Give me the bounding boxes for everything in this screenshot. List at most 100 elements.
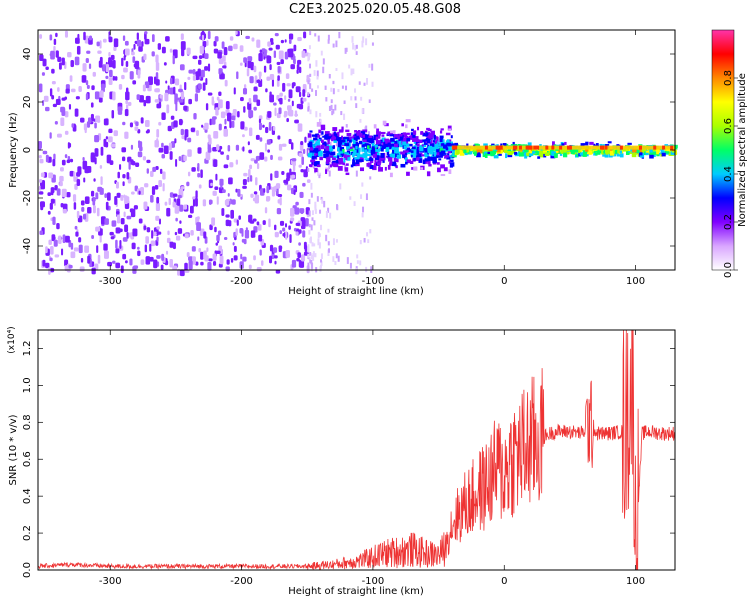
spectrogram-cell bbox=[135, 121, 139, 127]
spectrogram-cell bbox=[121, 74, 125, 80]
spectrogram-cell bbox=[320, 196, 323, 201]
spectrogram-cell bbox=[279, 230, 283, 235]
spectrogram-cell bbox=[172, 193, 178, 197]
spectrogram-cell bbox=[438, 142, 442, 147]
spectrogram-cell bbox=[78, 244, 83, 254]
spectrogram-cell bbox=[317, 238, 320, 246]
y-tick-label: 20 bbox=[22, 96, 33, 109]
x-tick-label: -100 bbox=[362, 276, 385, 287]
spectrogram-cell bbox=[89, 35, 93, 41]
spectrogram-cell bbox=[131, 160, 136, 166]
spectrogram-cell bbox=[320, 259, 323, 263]
spectrogram-cell bbox=[242, 256, 247, 262]
spectrogram-cell bbox=[284, 39, 287, 43]
spectrogram-cell bbox=[94, 148, 99, 157]
spectrogram-cell bbox=[279, 92, 283, 97]
spectrogram-cell bbox=[163, 145, 169, 154]
spectrogram-cell bbox=[340, 155, 343, 160]
spectrogram-cell bbox=[279, 97, 283, 105]
spectrogram-cell bbox=[373, 163, 378, 166]
spectrogram-cell bbox=[141, 41, 144, 47]
spectrogram-cell bbox=[248, 168, 251, 178]
spectrogram-cell bbox=[90, 154, 96, 163]
spectrogram-cell bbox=[327, 145, 333, 150]
spectrogram-cell bbox=[304, 218, 309, 227]
spectrogram-cell bbox=[380, 152, 385, 158]
spectrogram-cell bbox=[451, 143, 455, 147]
spectrogram-cell bbox=[625, 150, 630, 156]
spectrogram-cell bbox=[440, 128, 444, 131]
spectrogram-cell bbox=[352, 159, 355, 164]
spectrogram-cell bbox=[333, 131, 336, 135]
spectrogram-cell bbox=[223, 236, 228, 240]
spectrogram-cell bbox=[109, 231, 114, 236]
spectrogram-cell bbox=[151, 34, 155, 43]
spectrogram-cell bbox=[61, 97, 66, 101]
spectrogram-cell bbox=[387, 164, 391, 170]
spectrogram-cell bbox=[371, 63, 374, 71]
spectrogram-cell bbox=[390, 130, 395, 134]
spectrogram-cell bbox=[184, 81, 187, 91]
spectrogram-cell bbox=[258, 118, 262, 124]
spectrogram-cell bbox=[285, 231, 288, 240]
spectrogram-cell bbox=[169, 48, 173, 53]
colorbar-gradient bbox=[711, 29, 735, 271]
spectrogram-cell bbox=[251, 37, 255, 42]
spectrogram-cell bbox=[362, 153, 368, 158]
spectrogram-cell bbox=[318, 129, 321, 134]
spectrogram-cell bbox=[288, 225, 291, 230]
spectrogram-cell bbox=[389, 160, 393, 165]
spectrogram-cell bbox=[252, 218, 257, 222]
spectrogram-cell bbox=[230, 209, 234, 219]
spectrogram-cell bbox=[288, 48, 294, 58]
spectrogram-cell bbox=[213, 261, 217, 266]
spectrogram-cell bbox=[295, 86, 301, 93]
spectrogram-cell bbox=[329, 148, 333, 152]
spectrogram-cell bbox=[207, 63, 211, 72]
spectrogram-cell bbox=[115, 181, 119, 189]
spectrogram-cell bbox=[177, 228, 183, 234]
spectrogram-cell bbox=[308, 223, 311, 228]
spectrogram-cell bbox=[337, 141, 342, 146]
spectrogram-cell bbox=[349, 262, 352, 269]
spectrogram-cell bbox=[50, 198, 55, 204]
spectrogram-cell bbox=[355, 135, 360, 140]
spectrogram-cell bbox=[327, 39, 330, 44]
spectrogram-cell bbox=[354, 45, 357, 51]
spectrogram-cell bbox=[225, 101, 230, 110]
spectrogram-cell bbox=[247, 101, 252, 110]
spectrogram-cell bbox=[364, 149, 368, 155]
spectrogram-cell bbox=[204, 53, 209, 60]
spectrogram-cell bbox=[335, 204, 338, 210]
spectrogram-cell bbox=[374, 144, 378, 148]
spectrogram-cell bbox=[271, 79, 275, 87]
spectrogram-cell bbox=[601, 150, 605, 155]
spectrogram-cell bbox=[188, 98, 193, 105]
spectrogram-cell bbox=[656, 149, 660, 155]
spectrogram-cell bbox=[274, 170, 279, 178]
snr-y-axis: 0.00.20.40.60.81.01.2 bbox=[22, 341, 675, 578]
spectrogram-cell bbox=[454, 145, 458, 150]
spectrogram-cell bbox=[200, 69, 205, 78]
spectrogram-cell bbox=[215, 107, 219, 116]
spectrogram-cell bbox=[529, 145, 533, 150]
spectrogram-cell bbox=[595, 153, 598, 156]
spectrogram-cell bbox=[271, 253, 275, 260]
spectrogram-cell bbox=[315, 164, 321, 168]
spectrogram-cell bbox=[52, 158, 56, 167]
spectrogram-cell bbox=[126, 232, 129, 239]
x-tick: -300 bbox=[99, 30, 122, 287]
spectrogram-cell bbox=[585, 149, 589, 152]
spectrogram-cell bbox=[524, 155, 528, 159]
spectrogram-cell bbox=[188, 260, 193, 270]
spectrogram-cell bbox=[352, 153, 355, 158]
spectrogram-cell bbox=[293, 44, 297, 52]
spectrogram-cell bbox=[346, 145, 351, 149]
spectrogram-cell bbox=[96, 245, 99, 253]
spectrogram-cell bbox=[197, 147, 202, 154]
spectrogram-cell bbox=[360, 96, 363, 101]
spectrogram-cell bbox=[191, 246, 196, 252]
spectrogram-cell bbox=[400, 163, 406, 168]
spectrogram-cell bbox=[205, 103, 209, 111]
